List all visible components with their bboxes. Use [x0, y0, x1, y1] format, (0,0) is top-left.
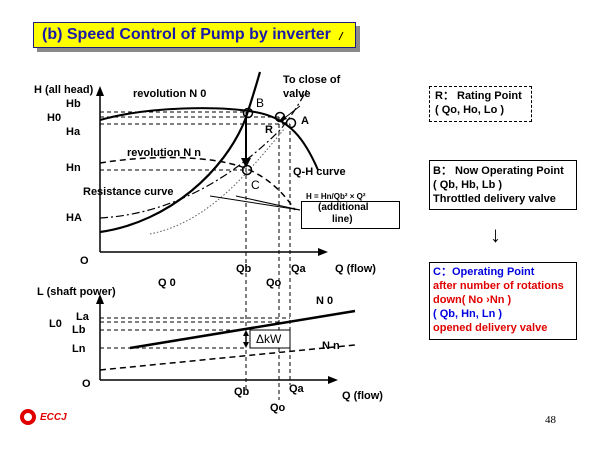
title-banner: (b) Speed Control of Pump by inverter [33, 22, 356, 48]
legend-r-box: R： Rating Point ( Qo, Ho, Lo ) [429, 86, 532, 122]
pointer-2 [235, 195, 301, 211]
point-b-marker [242, 107, 254, 119]
delta-kw-arrow-head-top [243, 330, 249, 336]
eccj-logo-icon [20, 409, 36, 425]
lower-y-axis-label: L (shaft power) [37, 286, 116, 298]
eccj-logo-text: ECCJ [40, 412, 67, 423]
label-delta-kw: ΔkW [256, 332, 282, 346]
tick-h0: H0 [47, 112, 62, 124]
delta-kw-box [249, 329, 291, 349]
legend-b-line3: Throttled delivery valve [433, 193, 556, 205]
legend-r-line1: R： Rating Point [435, 90, 522, 102]
valve-tick [338, 31, 344, 41]
label-revolution-nn: revolution N n [127, 147, 201, 159]
lower-x-arrow [328, 376, 338, 384]
lower-y-arrow [96, 294, 104, 304]
tick-hn: Hn [66, 162, 81, 174]
point-c-marker [241, 164, 253, 176]
legend-c-box: C：Operating Point after number of rotati… [429, 262, 577, 340]
legend-c-line2: after number of rotations [433, 280, 564, 292]
tick-ln: Ln [72, 343, 86, 355]
qh-curve-nn [99, 156, 296, 211]
tick-ha: Ha [66, 126, 81, 138]
delta-kw-arrow-head-bottom [243, 342, 249, 348]
additional-line-text-2: line) [332, 214, 353, 225]
label-resistance-curve: Resistance curve [83, 186, 174, 198]
tick-l0: L0 [49, 318, 62, 330]
power-line-nn [99, 344, 356, 371]
tick-hb: Hb [66, 98, 81, 110]
label-nn: N n [322, 340, 340, 352]
label-point-a: A [301, 115, 309, 127]
page-number: 48 [545, 414, 556, 426]
label-to-close-valve: To close of [283, 74, 341, 86]
pointer-1 [209, 195, 301, 211]
lower-tick-qo: Qo [270, 402, 286, 414]
tick-la: La [76, 311, 89, 323]
point-a-marker [285, 117, 297, 129]
upper-y-arrow [96, 86, 104, 96]
tick-qo: Qo [266, 277, 282, 289]
label-point-r: R [265, 124, 273, 136]
b-to-c-arrow-head [241, 158, 251, 168]
label-valve: valve [283, 88, 311, 100]
resistance-curve [99, 71, 262, 234]
lower-x-axis-label: Q (flow) [342, 390, 383, 402]
tick-qa: Qa [291, 263, 306, 275]
upper-origin: O [80, 255, 89, 267]
label-formula: H = Hn/Qb² × Q² [306, 192, 366, 201]
legend-b-line1: B： Now Operating Point [433, 165, 564, 177]
legend-down-arrow: ↓ [490, 222, 501, 247]
page-title: (b) Speed Control of Pump by inverter [42, 26, 331, 43]
lower-origin: O [82, 378, 91, 390]
tick-qb: Qb [236, 263, 252, 275]
additional-line-box: (additional line) [301, 201, 400, 229]
legend-c-line4: ( Qb, Hn, Ln ) [433, 308, 503, 320]
upper-y-axis-label: H (all head) [34, 84, 94, 96]
legend-b-box: B： Now Operating Point ( Qb, Hb, Lb ) Th… [429, 160, 577, 210]
label-point-c: C [251, 178, 260, 192]
label-point-b: B [256, 96, 265, 110]
tick-hA: HA [66, 212, 82, 224]
point-r-marker [274, 111, 286, 123]
upper-x-arrow [318, 248, 328, 256]
lower-tick-qb: Qb [234, 386, 250, 398]
label-revolution-n0: revolution N 0 [133, 88, 207, 100]
lower-tick-qa: Qa [289, 383, 304, 395]
legend-r-line2: ( Qo, Ho, Lo ) [435, 104, 505, 116]
tick-q0: Q 0 [158, 277, 176, 289]
additional-line [149, 127, 286, 235]
upper-x-axis-label: Q (flow) [335, 263, 376, 275]
legend-b-line2: ( Qb, Hb, Lb ) [433, 179, 503, 191]
legend-c-line5: opened delivery valve [433, 322, 548, 334]
label-qh-curve: Q-H curve [293, 166, 346, 178]
tick-lb: Lb [72, 324, 86, 336]
legend-c-line1: C：Operating Point [433, 266, 535, 278]
label-n0: N 0 [316, 295, 334, 307]
legend-c-line3: down( No ›Nn ) [433, 294, 512, 306]
additional-line-text-1: (additional [318, 202, 369, 213]
